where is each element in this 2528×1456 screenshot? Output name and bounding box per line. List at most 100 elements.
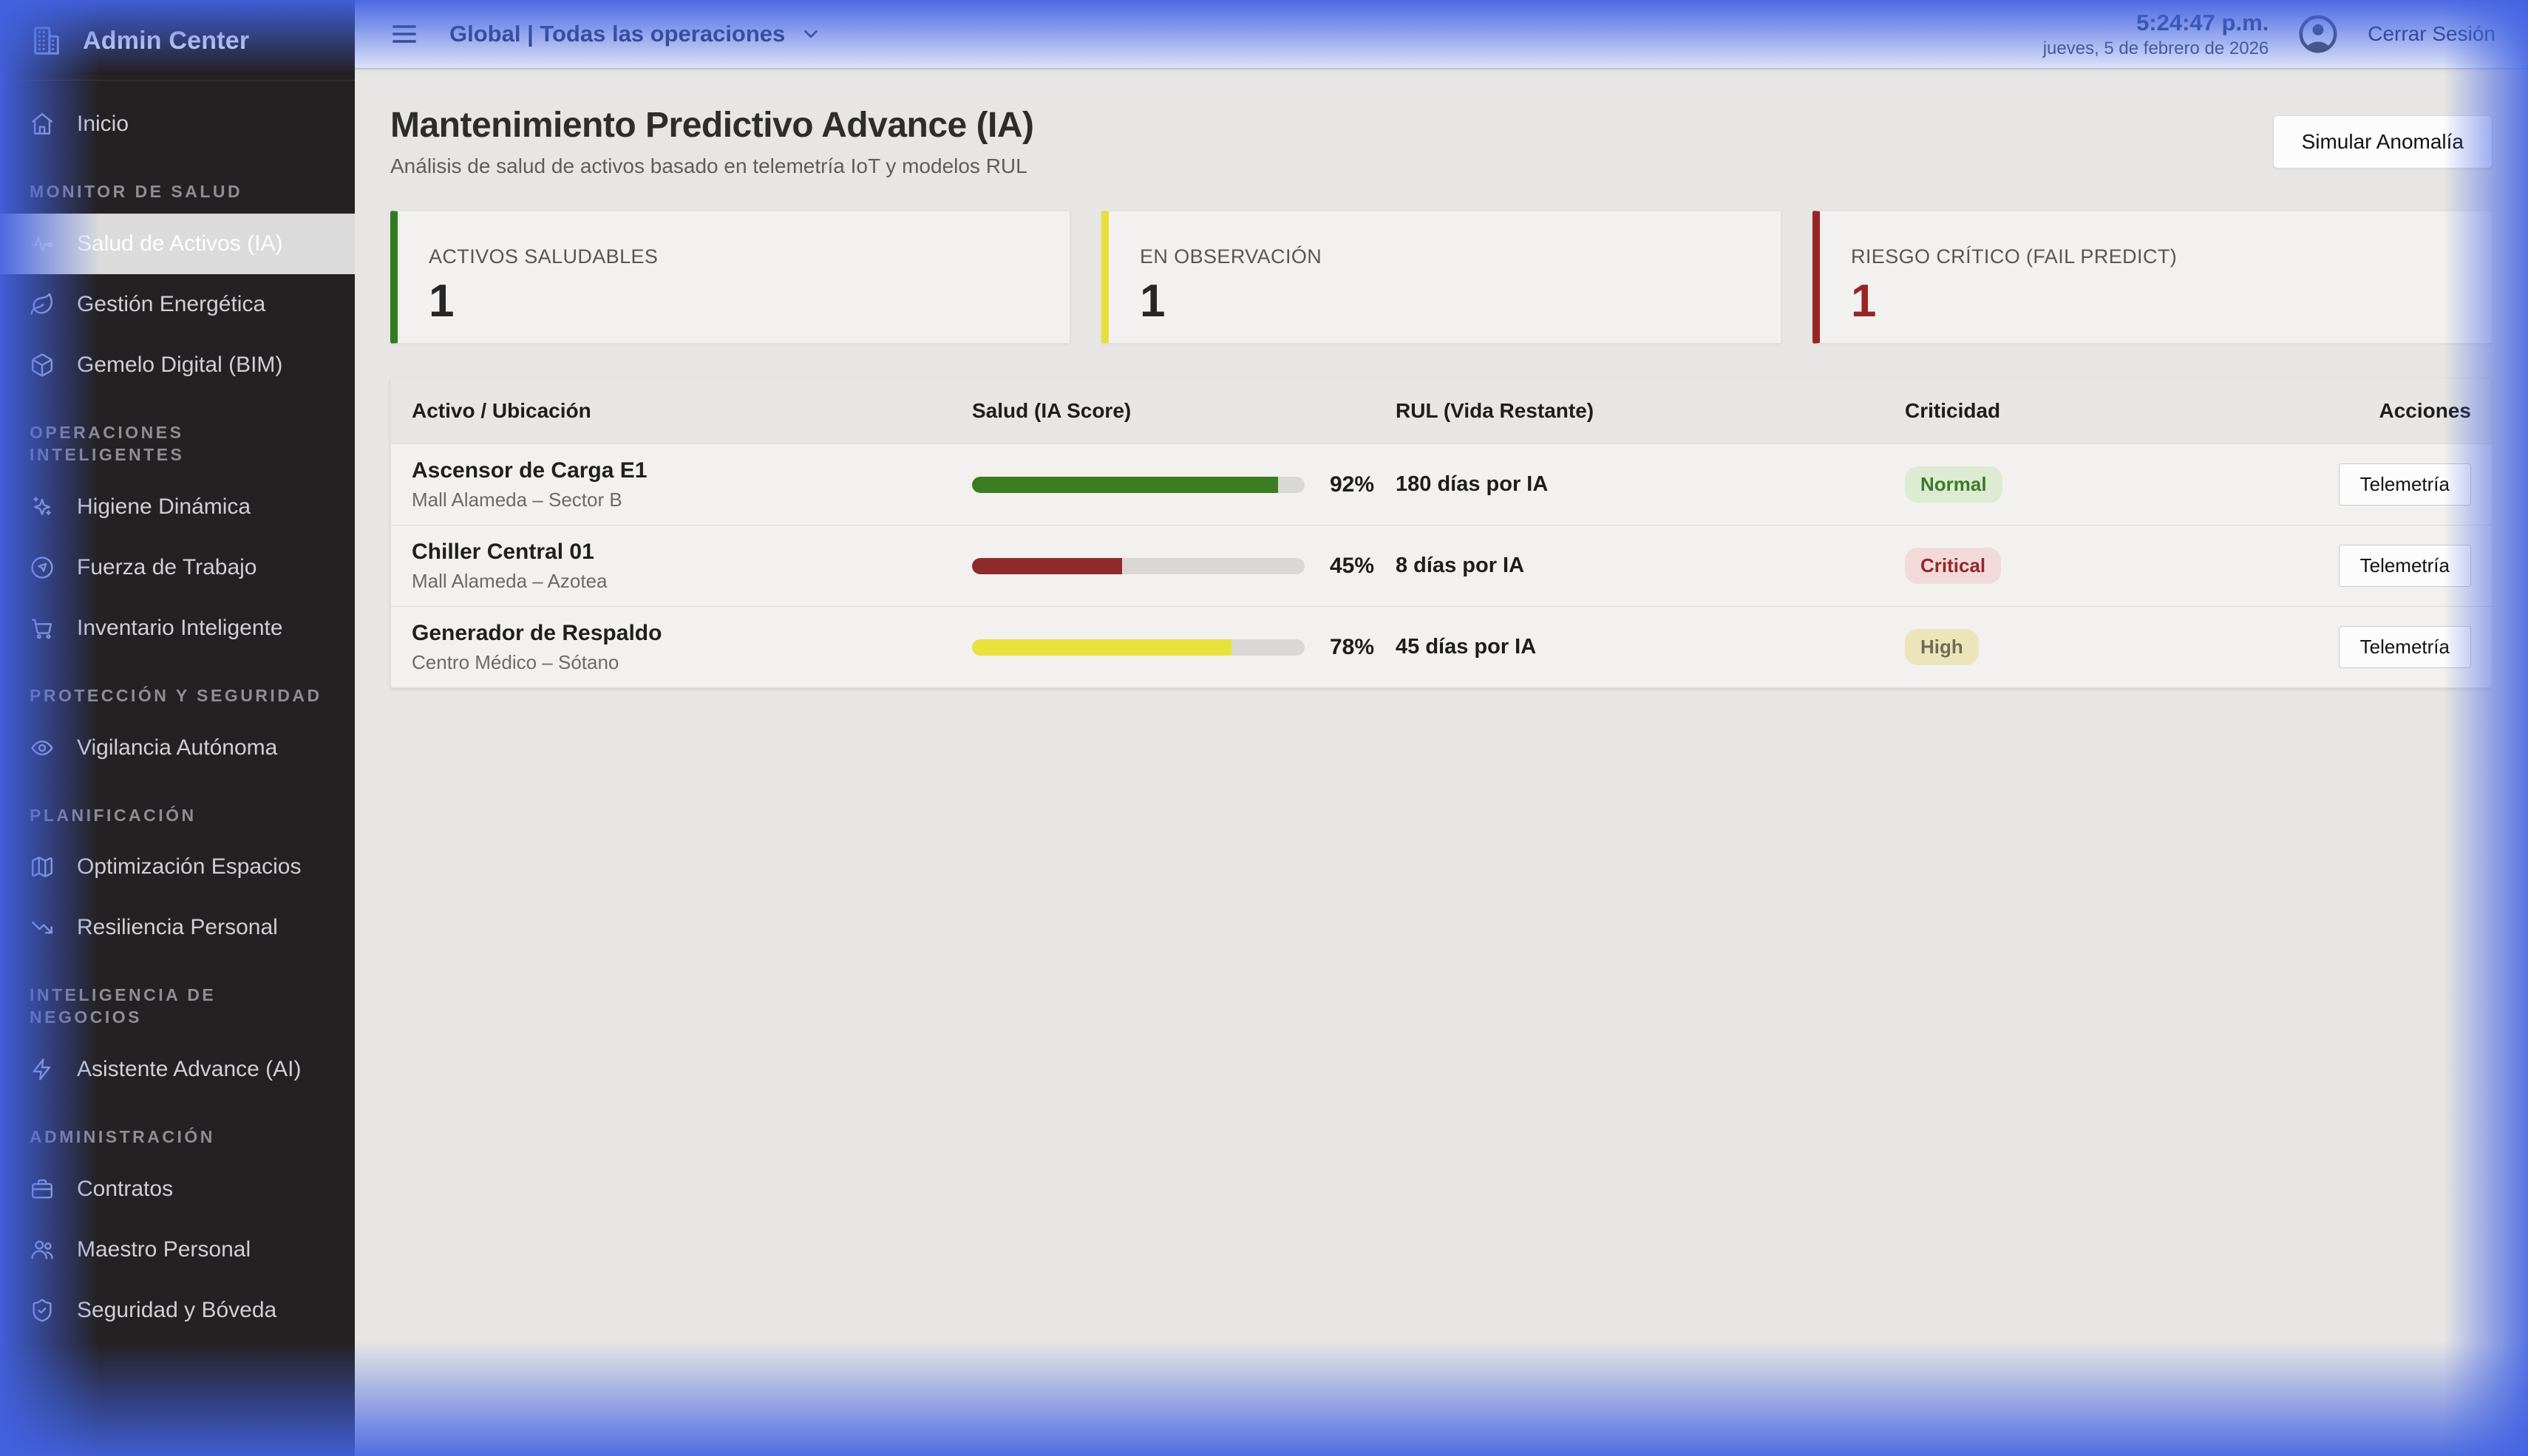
table-row: Chiller Central 01 Mall Alameda – Azotea… [391,525,2492,606]
table-row: Ascensor de Carga E1 Mall Alameda – Sect… [391,443,2492,525]
asset-location: Mall Alameda – Sector B [412,488,622,511]
topbar: Global | Todas las operaciones 5:24:47 p… [355,0,2528,69]
rul-value: 45 días por IA [1396,635,1537,659]
simulate-anomaly-button[interactable]: Simular Anomalía [2272,115,2493,169]
compass-icon [30,555,55,580]
health-bar-fill [972,476,1278,493]
sidebar-item-optimizacion-espacios[interactable]: Optimización Espacios [0,837,355,897]
table-header: Activo / Ubicación Salud (IA Score) RUL … [391,378,2492,443]
page-subtitle: Análisis de salud de activos basado en t… [390,154,1027,177]
sidebar-item-maestro-personal[interactable]: Maestro Personal [0,1219,355,1280]
asset-cell: Generador de Respaldo Centro Médico – Só… [412,621,972,674]
clock-date: jueves, 5 de febrero de 2026 [2042,38,2269,58]
actions-cell: Telemetría [2319,463,2471,506]
stat-card: EN OBSERVACIÓN 1 [1101,211,1781,344]
stat-card-label: EN OBSERVACIÓN [1140,245,1322,268]
sidebar-item-gestion-energetica[interactable]: Gestión Energética [0,274,355,335]
eye-icon [30,735,55,761]
zap-icon [30,1057,55,1082]
sidebar-item-higiene-dinamica[interactable]: Higiene Dinámica [0,477,355,537]
page-content: Mantenimiento Predictivo Advance (IA) An… [355,69,2528,1456]
sidebar-item-salud-activos[interactable]: Salud de Activos (IA) [0,213,355,274]
sidebar-item-gemelo-digital[interactable]: Gemelo Digital (BIM) [0,335,355,395]
assets-table: Activo / Ubicación Salud (IA Score) RUL … [390,378,2493,688]
main-area: Global | Todas las operaciones 5:24:47 p… [355,0,2528,1456]
criticality-cell: Normal [1905,466,2319,503]
health-bar-fill [972,639,1231,656]
home-icon [30,112,55,137]
telemetry-button[interactable]: Telemetría [2338,626,2471,668]
leaf-icon [30,292,55,317]
asset-cell: Chiller Central 01 Mall Alameda – Azotea [412,540,972,593]
trending-down-icon [30,915,55,940]
rul-value: 180 días por IA [1396,472,1549,496]
sidebar: Admin Center Inicio MONITOR DE SALUD Salud… [0,0,355,1456]
sidebar-item-inventario-inteligente[interactable]: Inventario Inteligente [0,598,355,659]
clock: 5:24:47 p.m. jueves, 5 de febrero de 202… [2043,10,2269,59]
sidebar-item-resiliencia-personal[interactable]: Resiliencia Personal [0,897,355,958]
stat-card-label: RIESGO CRÍTICO (FAIL PREDICT) [1851,245,2178,268]
scope-selector[interactable]: Global | Todas las operaciones [449,21,822,47]
asset-location: Centro Médico – Sótano [412,650,619,673]
chevron-down-icon [800,23,822,45]
actions-cell: Telemetría [2319,545,2471,587]
cube-icon [30,353,55,378]
rul-value: 8 días por IA [1396,554,1525,577]
cart-icon [30,616,55,641]
sidebar-section-heading: PROTECCIÓN Y SEGURIDAD [30,685,322,705]
sidebar-section-heading: ADMINISTRACIÓN [30,1127,215,1147]
column-header-rul: RUL (Vida Restante) [1396,399,1594,422]
sidebar-item-label: Vigilancia Autónoma [77,735,278,760]
telemetry-button[interactable]: Telemetría [2338,545,2471,587]
sidebar-item-label: Higiene Dinámica [77,494,251,519]
shield-check-icon [30,1298,55,1323]
criticality-badge: High [1905,629,1979,665]
score-percent: 45% [1330,553,1375,578]
sidebar-section-heading: INTELIGENCIA DE NEGOCIOS [30,985,217,1027]
sidebar-section-heading: MONITOR DE SALUD [30,182,243,201]
score-percent: 92% [1330,472,1375,497]
sidebar-item-label: Inicio [77,112,129,136]
sidebar-item-vigilancia-autonoma[interactable]: Vigilancia Autónoma [0,718,355,778]
sidebar-item-label: Fuerza de Trabajo [77,554,257,579]
column-header-asset: Activo / Ubicación [412,399,591,422]
criticality-badge: Critical [1905,548,2002,584]
table-body: Ascensor de Carga E1 Mall Alameda – Sect… [391,443,2492,687]
score-cell: 92% [972,472,1396,497]
sidebar-item-label: Inventario Inteligente [77,615,283,640]
building-icon [30,24,64,58]
sidebar-item-label: Resiliencia Personal [77,915,278,940]
criticality-cell: High [1905,629,2319,665]
sidebar-item-label: Gestión Energética [77,291,266,316]
sidebar-item-contratos[interactable]: Contratos [0,1159,355,1219]
sparkles-icon [30,494,55,520]
stat-card-value: 1 [429,276,455,327]
stats-row: ACTIVOS SALUDABLES 1 EN OBSERVACIÓN 1 RIESGO… [390,211,2493,344]
health-bar [972,557,1305,574]
stat-card: ACTIVOS SALUDABLES 1 [390,211,1070,344]
users-icon [30,1237,55,1262]
sidebar-item-fuerza-trabajo[interactable]: Fuerza de Trabajo [0,537,355,598]
hamburger-menu-icon[interactable] [387,19,421,49]
user-avatar-icon[interactable] [2297,13,2340,55]
sidebar-item-asistente-advance[interactable]: Asistente Advance (AI) [0,1039,355,1100]
logout-button[interactable]: Cerrar Sesión [2368,22,2495,45]
app-title: Admin Center [83,26,250,55]
asset-cell: Ascensor de Carga E1 Mall Alameda – Sect… [412,458,972,511]
title-block: Mantenimiento Predictivo Advance (IA) An… [390,105,1034,178]
criticality-cell: Critical [1905,548,2319,584]
score-percent: 78% [1330,634,1375,659]
stat-card-value: 1 [1851,276,1877,327]
health-bar [972,639,1305,656]
briefcase-icon [30,1177,55,1202]
page-title: Mantenimiento Predictivo Advance (IA) [390,106,1034,145]
sidebar-item-label: Contratos [77,1177,174,1202]
health-bar-fill [972,557,1122,574]
sidebar-nav: Inicio MONITOR DE SALUD Salud de Activos (… [0,81,355,1341]
activity-icon [30,231,55,256]
sidebar-item-inicio[interactable]: Inicio [0,94,355,154]
sidebar-item-seguridad-boveda[interactable]: Seguridad y Bóveda [0,1280,355,1341]
stat-card: RIESGO CRÍTICO (FAIL PREDICT) 1 [1812,211,2493,344]
telemetry-button[interactable]: Telemetría [2338,463,2471,506]
